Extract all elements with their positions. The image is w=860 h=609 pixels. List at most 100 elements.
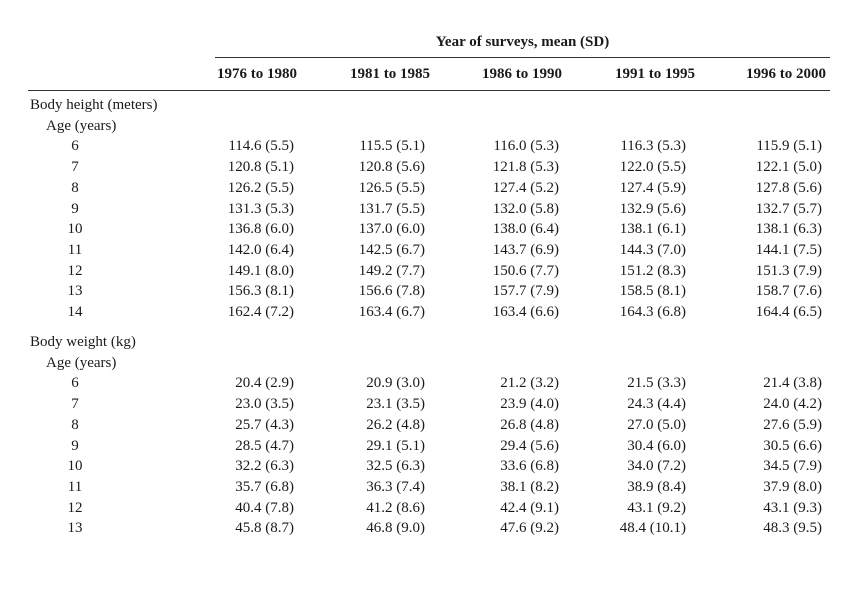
value-cell: 45.8 (8.7): [235, 520, 294, 537]
value-cell: 46.8 (9.0): [366, 520, 425, 537]
value-cell: 131.7 (5.5): [358, 200, 425, 217]
value-cell: 163.4 (6.6): [492, 304, 559, 320]
age-cell: 12: [67, 262, 83, 279]
age-cell: 13: [67, 283, 83, 300]
age-cell: 8: [71, 179, 79, 196]
value-cell: 120.8 (5.6): [358, 159, 425, 176]
value-cell: 138.1 (6.1): [619, 221, 686, 238]
value-cell: 122.1 (5.0): [755, 159, 822, 176]
value-cell: 116.3 (5.3): [620, 138, 686, 155]
value-cell: 21.4 (3.8): [763, 375, 822, 392]
value-cell: 115.5 (5.1): [359, 138, 425, 155]
value-cell: 30.4 (6.0): [627, 437, 686, 454]
subsection-label: Age (years): [46, 117, 117, 134]
value-cell: 48.4 (10.1): [619, 520, 686, 537]
age-cell: 10: [67, 221, 83, 238]
value-cell: 121.8 (5.3): [492, 159, 559, 176]
age-cell: 8: [71, 416, 79, 433]
value-cell: 40.4 (7.8): [235, 499, 294, 516]
table-row: 10 136.8 (6.0) 137.0 (6.0) 138.0 (6.4) 138.1…: [0, 221, 860, 241]
section-label: Body height (meters): [30, 97, 158, 113]
age-cell: 6: [71, 375, 79, 392]
table-row: 7 23.0 (3.5) 23.1 (3.5) 23.9 (4.0) 24.3 (4.4…: [0, 396, 860, 416]
table-row: 7 120.8 (5.1) 120.8 (5.6) 121.8 (5.3) 122.0 …: [0, 159, 860, 179]
header-rule: [28, 90, 830, 91]
value-cell: 20.9 (3.0): [366, 375, 425, 392]
age-cell: 12: [67, 499, 83, 516]
age-cell: 9: [71, 200, 79, 217]
table-row: 12 40.4 (7.8) 41.2 (8.6) 42.4 (9.1) 43.1 (9.…: [0, 500, 860, 520]
value-cell: 138.0 (6.4): [492, 221, 559, 238]
value-cell: 126.2 (5.5): [227, 179, 294, 196]
table-row: 6 20.4 (2.9) 20.9 (3.0) 21.2 (3.2) 21.5 (3.3…: [0, 375, 860, 395]
value-cell: 37.9 (8.0): [763, 478, 822, 495]
value-cell: 137.0 (6.0): [358, 221, 425, 238]
table-row: 14 162.4 (7.2) 163.4 (6.7) 163.4 (6.6) 164.3…: [0, 304, 860, 324]
value-cell: 38.9 (8.4): [627, 478, 686, 495]
value-cell: 42.4 (9.1): [500, 499, 559, 516]
value-cell: 122.0 (5.5): [619, 159, 686, 176]
age-cell: 9: [71, 437, 79, 454]
table-row: 12 149.1 (8.0) 149.2 (7.7) 150.6 (7.7) 151.2…: [0, 263, 860, 283]
group-header: Year of surveys, mean (SD): [435, 34, 610, 50]
value-cell: 127.4 (5.9): [619, 179, 686, 196]
subsection-row: Age (years): [0, 355, 860, 375]
subsection-label: Age (years): [46, 354, 117, 371]
section-label: Body weight (kg): [30, 334, 136, 350]
value-cell: 26.2 (4.8): [366, 416, 425, 433]
value-cell: 26.8 (4.8): [500, 416, 559, 433]
value-cell: 29.4 (5.6): [500, 437, 559, 454]
subsection-row: Age (years): [0, 118, 860, 138]
value-cell: 24.3 (4.4): [627, 396, 686, 413]
value-cell: 149.2 (7.7): [358, 262, 425, 279]
table-row: 9 28.5 (4.7) 29.1 (5.1) 29.4 (5.6) 30.4 (6.0…: [0, 438, 860, 458]
value-cell: 143.7 (6.9): [492, 241, 559, 258]
value-cell: 115.9 (5.1): [756, 138, 822, 155]
column-headers: 1976 to 1980 1981 to 1985 1986 to 1990 1991…: [0, 66, 860, 86]
value-cell: 38.1 (8.2): [500, 478, 559, 495]
value-cell: 164.3 (6.8): [619, 304, 686, 320]
value-cell: 138.1 (6.3): [755, 221, 822, 238]
value-cell: 136.8 (6.0): [227, 221, 294, 238]
value-cell: 151.3 (7.9): [755, 262, 822, 279]
value-cell: 43.1 (9.3): [763, 499, 822, 516]
value-cell: 24.0 (4.2): [763, 396, 822, 413]
value-cell: 127.8 (5.6): [755, 179, 822, 196]
table-row: 11 35.7 (6.8) 36.3 (7.4) 38.1 (8.2) 38.9 (8.…: [0, 479, 860, 499]
value-cell: 142.5 (6.7): [358, 241, 425, 258]
value-cell: 142.0 (6.4): [227, 241, 294, 258]
value-cell: 21.5 (3.3): [627, 375, 686, 392]
value-cell: 120.8 (5.1): [227, 159, 294, 176]
value-cell: 27.0 (5.0): [627, 416, 686, 433]
value-cell: 156.3 (8.1): [227, 283, 294, 300]
age-cell: 14: [67, 304, 83, 320]
table-row: 8 126.2 (5.5) 126.5 (5.5) 127.4 (5.2) 127.4 …: [0, 180, 860, 200]
value-cell: 163.4 (6.7): [358, 304, 425, 320]
value-cell: 158.7 (7.6): [755, 283, 822, 300]
value-cell: 131.3 (5.3): [227, 200, 294, 217]
value-cell: 132.7 (5.7): [755, 200, 822, 217]
value-cell: 132.0 (5.8): [492, 200, 559, 217]
value-cell: 21.2 (3.2): [500, 375, 559, 392]
value-cell: 157.7 (7.9): [492, 283, 559, 300]
table-row: 13 45.8 (8.7) 46.8 (9.0) 47.6 (9.2) 48.4 (10…: [0, 520, 860, 540]
age-cell: 11: [67, 478, 83, 495]
table-row: 13 156.3 (8.1) 156.6 (7.8) 157.7 (7.9) 158.5…: [0, 283, 860, 303]
group-header-rule: [215, 57, 830, 58]
age-cell: 7: [71, 396, 79, 413]
value-cell: 32.5 (6.3): [366, 458, 425, 475]
value-cell: 20.4 (2.9): [235, 375, 294, 392]
value-cell: 164.4 (6.5): [755, 304, 822, 320]
value-cell: 32.2 (6.3): [235, 458, 294, 475]
value-cell: 35.7 (6.8): [235, 478, 294, 495]
value-cell: 23.1 (3.5): [366, 396, 425, 413]
value-cell: 34.5 (7.9): [763, 458, 822, 475]
table-row: 8 25.7 (4.3) 26.2 (4.8) 26.8 (4.8) 27.0 (5.0…: [0, 417, 860, 437]
value-cell: 156.6 (7.8): [358, 283, 425, 300]
column-header: 1981 to 1985: [350, 66, 430, 82]
table-row: 11 142.0 (6.4) 142.5 (6.7) 143.7 (6.9) 144.3…: [0, 242, 860, 262]
section-row: Body height (meters): [0, 97, 860, 117]
value-cell: 47.6 (9.2): [500, 520, 559, 537]
table-row: 9 131.3 (5.3) 131.7 (5.5) 132.0 (5.8) 132.9 …: [0, 201, 860, 221]
value-cell: 43.1 (9.2): [627, 499, 686, 516]
